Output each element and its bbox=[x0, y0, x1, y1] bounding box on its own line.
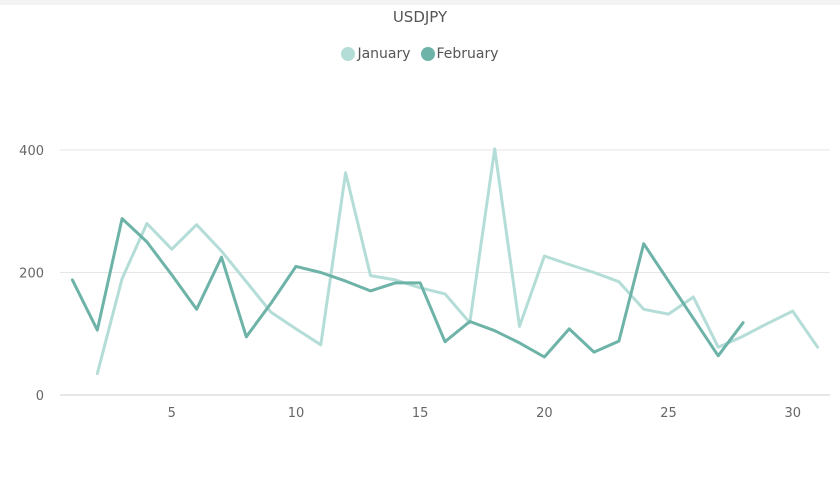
data-point-january[interactable] bbox=[689, 293, 697, 301]
tick-layer: 0 200 400 5 10 15 20 25 30 bbox=[19, 144, 801, 421]
legend-label-january: January bbox=[357, 46, 411, 62]
data-point-january[interactable] bbox=[317, 341, 325, 349]
y-tick-label: 400 bbox=[19, 144, 44, 159]
data-point-january[interactable] bbox=[342, 169, 350, 177]
data-point-february[interactable] bbox=[118, 215, 126, 223]
x-tick-label: 30 bbox=[784, 406, 801, 421]
legend-label-february: February bbox=[436, 46, 499, 62]
data-point-february[interactable] bbox=[168, 271, 176, 279]
series-line-january[interactable] bbox=[95, 147, 820, 376]
x-tick-label: 20 bbox=[536, 406, 553, 421]
data-point-january[interactable] bbox=[640, 305, 648, 313]
chart-title: USDJPY bbox=[392, 8, 448, 26]
series-layer bbox=[68, 145, 822, 378]
data-point-february[interactable] bbox=[68, 276, 76, 284]
data-point-february[interactable] bbox=[689, 314, 697, 322]
data-point-february[interactable] bbox=[491, 327, 499, 335]
top-strip bbox=[0, 0, 840, 5]
data-point-january[interactable] bbox=[565, 261, 573, 269]
data-point-february[interactable] bbox=[640, 240, 648, 248]
data-point-february[interactable] bbox=[516, 339, 524, 347]
data-point-january[interactable] bbox=[193, 221, 201, 229]
legend: January February bbox=[0, 46, 840, 62]
series-line-february[interactable] bbox=[70, 217, 745, 359]
data-point-january[interactable] bbox=[516, 322, 524, 330]
data-point-january[interactable] bbox=[615, 278, 623, 286]
data-point-february[interactable] bbox=[366, 287, 374, 295]
data-point-february[interactable] bbox=[615, 337, 623, 345]
x-tick-label: 15 bbox=[412, 406, 429, 421]
y-tick-label: 200 bbox=[19, 267, 44, 282]
data-point-february[interactable] bbox=[466, 318, 474, 326]
data-point-february[interactable] bbox=[267, 299, 275, 307]
data-point-january[interactable] bbox=[143, 220, 151, 228]
data-point-february[interactable] bbox=[391, 279, 399, 287]
grid-layer bbox=[60, 149, 830, 396]
data-point-january[interactable] bbox=[242, 278, 250, 286]
data-point-february[interactable] bbox=[342, 277, 350, 285]
data-point-january[interactable] bbox=[441, 290, 449, 298]
data-point-january[interactable] bbox=[739, 332, 747, 340]
data-point-january[interactable] bbox=[789, 307, 797, 315]
data-point-february[interactable] bbox=[714, 352, 722, 360]
data-point-january[interactable] bbox=[764, 319, 772, 327]
data-point-january[interactable] bbox=[292, 325, 300, 333]
data-point-january[interactable] bbox=[267, 308, 275, 316]
data-point-february[interactable] bbox=[193, 305, 201, 313]
data-point-february[interactable] bbox=[540, 353, 548, 361]
data-point-january[interactable] bbox=[491, 145, 499, 153]
data-point-february[interactable] bbox=[590, 348, 598, 356]
data-point-february[interactable] bbox=[217, 253, 225, 261]
legend-swatch-january bbox=[341, 47, 356, 61]
data-point-january[interactable] bbox=[590, 269, 598, 277]
data-point-january[interactable] bbox=[540, 252, 548, 260]
data-point-february[interactable] bbox=[739, 319, 747, 327]
data-point-january[interactable] bbox=[366, 272, 374, 280]
legend-item-february[interactable]: February bbox=[420, 46, 499, 62]
x-tick-label: 5 bbox=[168, 406, 176, 421]
x-tick-label: 10 bbox=[288, 406, 305, 421]
y-tick-label: 0 bbox=[36, 389, 44, 404]
legend-swatch-february bbox=[420, 47, 435, 61]
data-point-february[interactable] bbox=[317, 269, 325, 277]
data-point-january[interactable] bbox=[168, 245, 176, 253]
data-point-february[interactable] bbox=[665, 277, 673, 285]
x-tick-label: 25 bbox=[660, 406, 677, 421]
data-point-february[interactable] bbox=[242, 333, 250, 341]
legend-item-january[interactable]: January bbox=[341, 46, 411, 62]
data-point-february[interactable] bbox=[143, 238, 151, 246]
data-point-january[interactable] bbox=[93, 370, 101, 378]
data-point-january[interactable] bbox=[814, 343, 822, 351]
data-point-february[interactable] bbox=[93, 326, 101, 334]
data-point-february[interactable] bbox=[292, 262, 300, 270]
data-point-january[interactable] bbox=[665, 310, 673, 318]
data-point-february[interactable] bbox=[565, 325, 573, 333]
data-point-february[interactable] bbox=[441, 338, 449, 346]
data-point-february[interactable] bbox=[416, 279, 424, 287]
data-point-january[interactable] bbox=[118, 275, 126, 283]
